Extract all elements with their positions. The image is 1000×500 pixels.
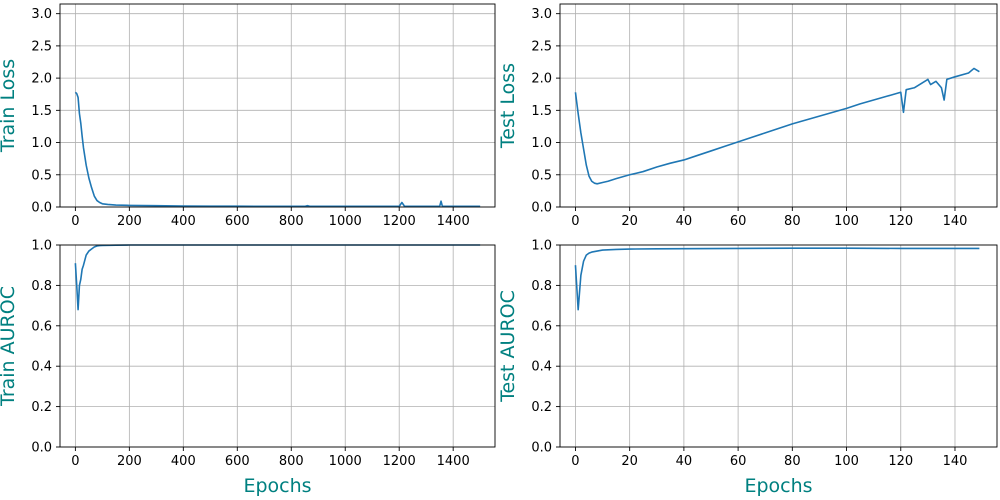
x-tick-label: 1000 — [329, 454, 362, 469]
y-tick-label: 0.2 — [531, 400, 552, 415]
y-tick-label: 2.5 — [31, 39, 52, 54]
x-tick-label: 60 — [730, 214, 747, 229]
axes-frame — [559, 3, 998, 208]
x-tick-label: 400 — [171, 454, 196, 469]
x-tick-label: 60 — [730, 454, 747, 469]
x-tick-label: 0 — [71, 454, 79, 469]
y-tick-label: 1.0 — [31, 239, 52, 254]
y-tick-label: 1.0 — [531, 239, 552, 254]
x-axis-label: Epochs — [744, 475, 812, 497]
y-tick-label: 2.0 — [531, 72, 552, 87]
y-axis-label: Train Loss — [0, 59, 19, 153]
y-tick-label: 3.0 — [31, 7, 52, 22]
x-tick-label: 1400 — [437, 454, 470, 469]
x-tick-label: 1200 — [383, 214, 416, 229]
y-tick-label: 0.2 — [31, 400, 52, 415]
x-tick-label: 40 — [676, 214, 693, 229]
series-line — [574, 247, 980, 311]
test-loss-panel: 0 20 40 60 80 100 120 140 0.0 0.5 1.0 1.5 2.0 2.5 3.0 T… — [497, 3, 998, 229]
x-tick-label: 0 — [571, 454, 579, 469]
y-tick-label: 0.8 — [31, 279, 52, 294]
y-tick-label: 1.5 — [531, 104, 552, 119]
y-tick-label: 1.5 — [31, 104, 52, 119]
x-tick-label: 80 — [784, 214, 801, 229]
x-tick-label: 20 — [621, 454, 638, 469]
x-tick-label: 100 — [834, 214, 859, 229]
y-tick-label: 1.0 — [31, 136, 52, 151]
x-tick-label: 0 — [571, 214, 579, 229]
y-axis-label: Test AUROC — [497, 290, 519, 403]
series-line — [74, 91, 481, 208]
y-tick-label: 0.0 — [531, 201, 552, 216]
y-tick-label: 3.0 — [531, 7, 552, 22]
y-tick-label: 0.6 — [31, 319, 52, 334]
x-tick-label: 140 — [943, 214, 968, 229]
y-tick-label: 0.0 — [531, 441, 552, 456]
x-axis-label: Epochs — [243, 475, 311, 497]
axes-frame — [59, 244, 496, 448]
test-auroc-panel: 0 20 40 60 80 100 120 140 0.0 0.2 0.4 0.6 0.8 1.0 Test… — [497, 239, 998, 497]
x-tick-label: 140 — [943, 454, 968, 469]
series-line — [74, 244, 481, 311]
x-tick-label: 20 — [621, 214, 638, 229]
x-tick-label: 0 — [71, 214, 79, 229]
y-tick-label: 0.5 — [531, 168, 552, 183]
x-tick-label: 200 — [117, 454, 142, 469]
x-tick-label: 100 — [834, 454, 859, 469]
y-tick-label: 1.0 — [531, 136, 552, 151]
x-tick-label: 600 — [225, 214, 250, 229]
y-axis-label: Train AUROC — [0, 286, 19, 407]
y-tick-label: 0.0 — [31, 201, 52, 216]
series-line — [574, 67, 980, 185]
y-tick-label: 0.6 — [531, 319, 552, 334]
x-tick-label: 80 — [784, 454, 801, 469]
axes-frame — [59, 3, 496, 208]
axes-frame — [559, 244, 998, 448]
y-tick-label: 0.0 — [31, 441, 52, 456]
x-tick-label: 800 — [279, 454, 304, 469]
x-tick-label: 600 — [225, 454, 250, 469]
x-tick-label: 1400 — [437, 214, 470, 229]
x-tick-label: 800 — [279, 214, 304, 229]
x-tick-label: 1000 — [329, 214, 362, 229]
x-tick-label: 120 — [888, 214, 913, 229]
y-tick-label: 0.8 — [531, 279, 552, 294]
x-tick-label: 200 — [117, 214, 142, 229]
x-tick-label: 40 — [676, 454, 693, 469]
y-tick-label: 2.0 — [31, 72, 52, 87]
y-axis-label: Test Loss — [497, 63, 519, 149]
train-loss-panel: 0 200 400 600 800 1000 1200 1400 0.0 0.5 1.0 1.5 2.0… — [0, 3, 496, 229]
y-tick-label: 0.5 — [31, 168, 52, 183]
train-auroc-panel: 0 200 400 600 800 1000 1200 1400 0.0 0.2 0.4 0.6 0.8… — [0, 239, 496, 497]
y-tick-label: 0.4 — [31, 360, 52, 375]
x-tick-label: 120 — [888, 454, 913, 469]
x-tick-label: 1200 — [383, 454, 416, 469]
x-tick-label: 400 — [171, 214, 196, 229]
y-tick-label: 2.5 — [531, 39, 552, 54]
y-tick-label: 0.4 — [531, 360, 552, 375]
